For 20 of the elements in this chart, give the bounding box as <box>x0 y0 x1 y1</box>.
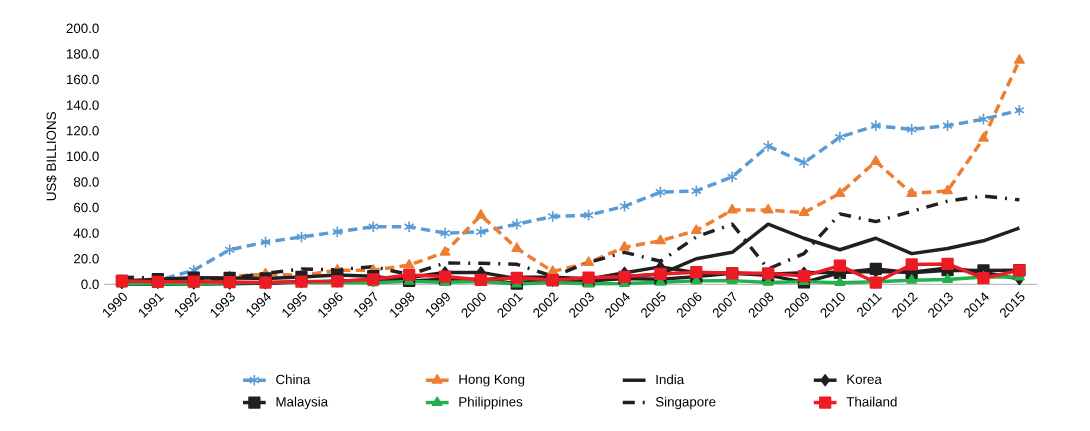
y-tick-label: 20.0 <box>74 254 99 264</box>
legend-label: Philippines <box>459 396 523 410</box>
y-tick-label: 160.0 <box>66 74 99 85</box>
y-tick-label: 180.0 <box>66 49 99 59</box>
legend-label: Korea <box>847 374 882 384</box>
y-tick-label: 80.0 <box>73 177 99 187</box>
legend-label: Malaysia <box>276 396 329 410</box>
y-tick-label: 0.0 <box>81 279 99 290</box>
y-tick-label: 120.0 <box>66 126 99 136</box>
y-tick-label: 100.0 <box>66 151 99 162</box>
y-axis-title: US$ BILLIONS <box>45 112 57 201</box>
legend-label: Singapore <box>655 396 716 410</box>
legend-label: Thailand <box>846 396 897 407</box>
y-tick-label: 200.0 <box>66 23 99 34</box>
legend-label: India <box>656 374 685 385</box>
y-tick-label: 40.0 <box>73 228 99 238</box>
y-tick-label: 60.0 <box>74 202 99 213</box>
y-tick-label: 140.0 <box>66 100 99 110</box>
legend-label: Hong Kong <box>459 374 525 387</box>
legend-label: China <box>276 374 311 385</box>
